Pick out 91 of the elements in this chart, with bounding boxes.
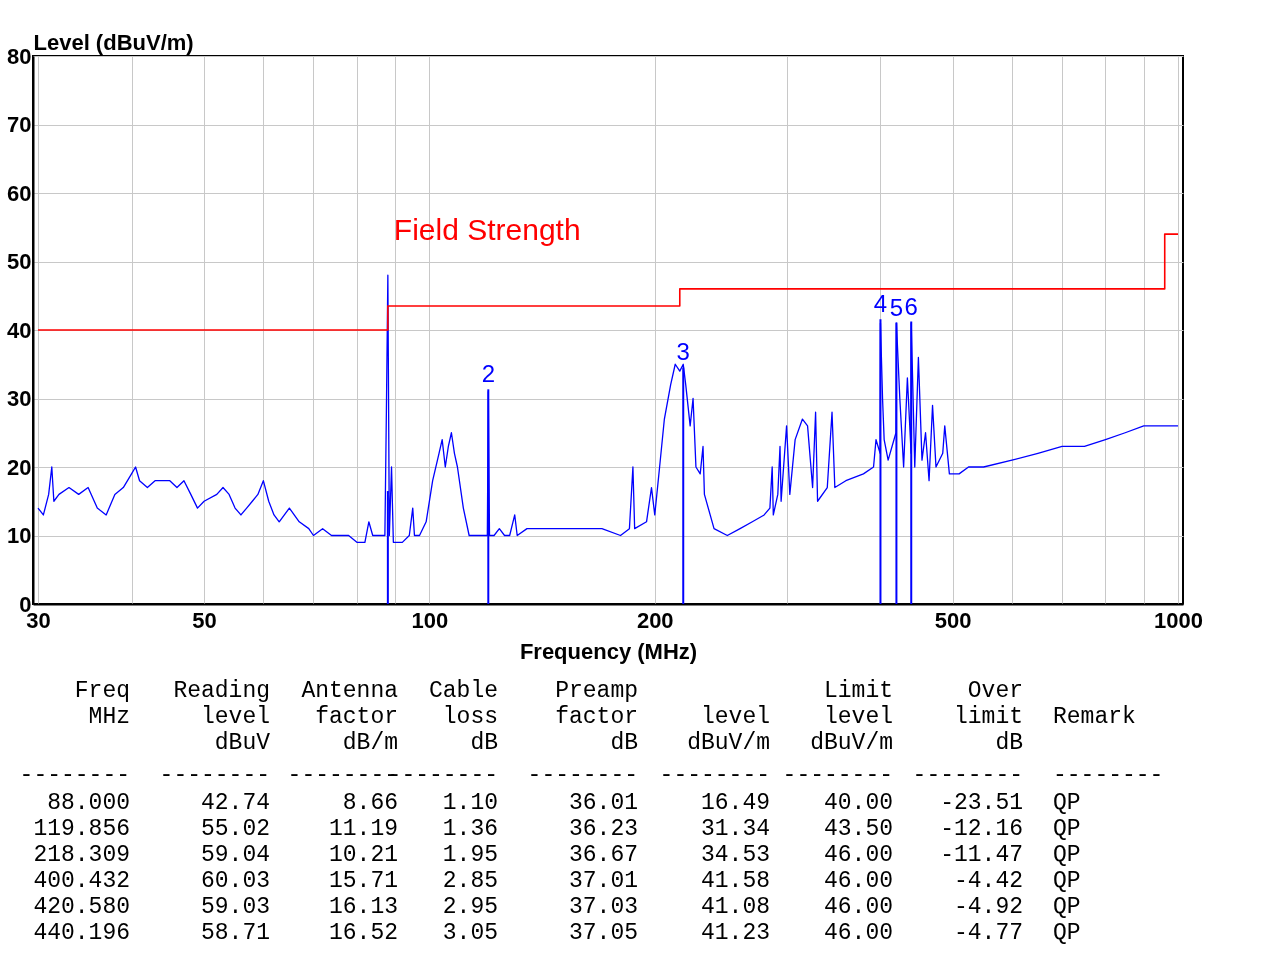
text: 41.58 (700, 868, 770, 894)
text: 60.03 (200, 868, 270, 894)
text: -------- (912, 762, 1023, 788)
y-tick-label: 20 (7, 454, 32, 480)
text: Preamp factor dB (555, 678, 638, 756)
text: QP (1053, 842, 1081, 868)
text: 10.21 (328, 842, 398, 868)
text: -------- (527, 762, 638, 788)
text: 36.67 (568, 842, 638, 868)
x-axis-title: Frequency (MHz) (519, 638, 698, 664)
annotation: 2 (481, 360, 495, 388)
text: 119.856 (33, 816, 130, 842)
text: Reading level dBuV (173, 678, 271, 756)
series-label: Field Strength (393, 213, 581, 247)
text: Over limit dB (953, 678, 1023, 756)
text: level dBuV/m (687, 704, 770, 756)
text: 36.23 (568, 816, 638, 842)
text: -23.51 (940, 790, 1023, 816)
text: 37.03 (568, 894, 638, 920)
x-tick-label: 200 (636, 607, 674, 633)
text: 43.50 (823, 816, 893, 842)
text: 3.05 (442, 920, 498, 946)
text: QP (1053, 816, 1081, 842)
y-tick-label: 70 (7, 112, 32, 137)
text: -4.42 (953, 868, 1023, 894)
text: 1.36 (442, 816, 498, 842)
text: 440.196 (33, 920, 130, 946)
text: 88.000 (47, 790, 130, 816)
annotation: 5 (889, 293, 904, 321)
text: 420.580 (33, 894, 130, 920)
annotation: 4 (873, 290, 888, 318)
text: -------- (19, 762, 130, 788)
text: 8.66 (342, 790, 398, 816)
text: Freq MHz (74, 678, 130, 730)
text: -11.47 (940, 842, 1023, 868)
text: 15.71 (328, 868, 398, 894)
text: 16.52 (328, 920, 398, 946)
text: 37.05 (568, 920, 638, 946)
text: Limit level dBuV/m (810, 678, 893, 756)
text: 46.00 (823, 842, 893, 868)
text: -------- (659, 762, 770, 788)
y-tick-label: 80 (7, 43, 32, 69)
text: 11.19 (328, 816, 398, 842)
text: 42.74 (200, 790, 270, 816)
text: 36.01 (568, 790, 638, 816)
text: Antenna factor dB/m (301, 678, 399, 756)
text: QP (1053, 868, 1081, 894)
text: 16.13 (328, 894, 398, 920)
text: 34.53 (700, 842, 770, 868)
y-tick-label: 40 (7, 317, 32, 343)
x-tick-label: 1000 (1154, 607, 1203, 633)
text: 40.00 (823, 790, 893, 816)
annotation: 3 (676, 338, 690, 366)
text: -------- (1053, 762, 1164, 788)
text: 46.00 (823, 868, 893, 894)
text: 55.02 (200, 816, 270, 842)
text: 59.03 (200, 894, 270, 920)
text: 1.10 (442, 790, 498, 816)
text: 16.49 (700, 790, 770, 816)
y-tick-label: 30 (7, 386, 32, 411)
text: -12.16 (940, 816, 1023, 842)
y-axis-title: Level (dBuV/m) (33, 29, 194, 55)
text: QP (1053, 894, 1081, 920)
text: QP (1053, 790, 1081, 816)
text: -------- (159, 762, 270, 788)
text: Remark (1053, 704, 1136, 730)
text: -4.77 (953, 920, 1023, 946)
text: 59.04 (200, 842, 270, 868)
text: 1.95 (442, 842, 498, 868)
text: 2.95 (442, 894, 498, 920)
text: 41.08 (700, 894, 770, 920)
y-tick-label: 60 (7, 180, 32, 206)
text: 46.00 (823, 894, 893, 920)
text: 46.00 (823, 920, 893, 946)
text: -------- (782, 762, 893, 788)
text: 218.309 (33, 842, 130, 868)
text: 2.85 (442, 868, 498, 894)
annotation: 6 (904, 292, 918, 320)
y-tick-label: 50 (7, 249, 32, 274)
text: 41.23 (700, 920, 770, 946)
x-tick-label: 500 (934, 607, 972, 633)
text: 31.34 (700, 816, 770, 842)
text: 58.71 (200, 920, 270, 946)
text: Cable loss dB (428, 678, 498, 756)
text: QP (1053, 920, 1081, 946)
x-tick-label: 50 (192, 607, 217, 633)
y-tick-label: 10 (7, 523, 32, 548)
x-tick-label: 100 (411, 607, 449, 633)
text: 400.432 (33, 868, 130, 894)
text: -4.92 (953, 894, 1023, 920)
text: 37.01 (568, 868, 638, 894)
